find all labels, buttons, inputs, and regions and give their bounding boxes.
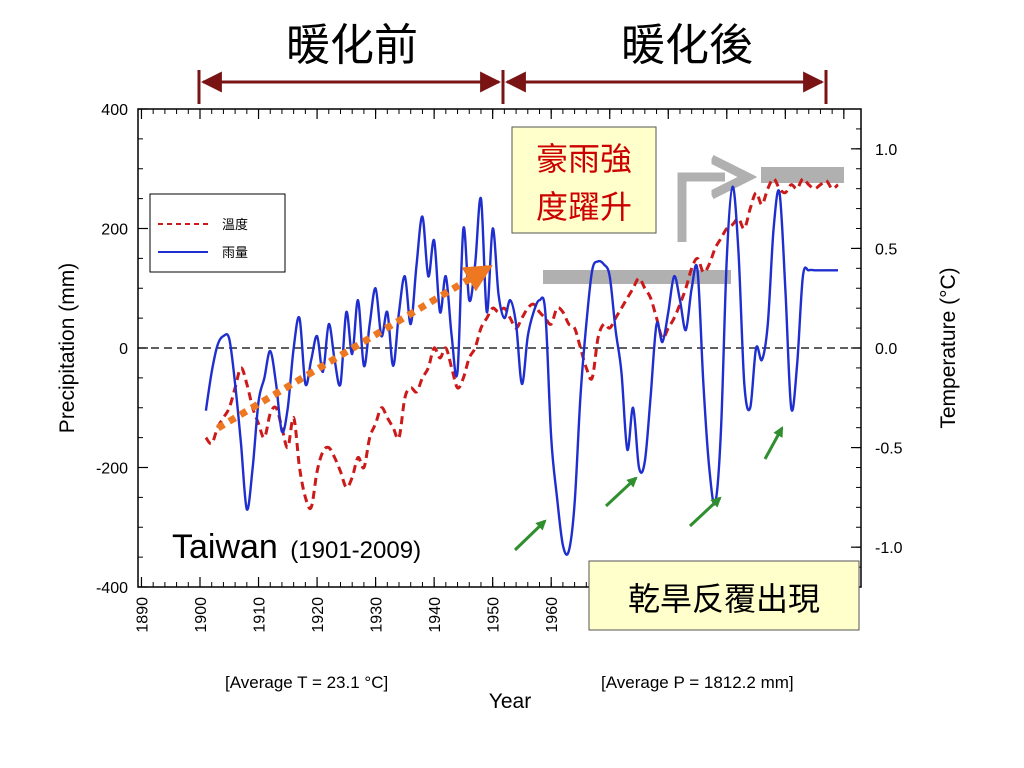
avg-temperature-note: [Average T = 23.1 °C] <box>225 673 388 692</box>
x-tick-label: 1930 <box>369 597 386 633</box>
period-brackets: 暖化前 暖化後 <box>197 20 828 104</box>
y-tick-label: -400 <box>96 580 128 597</box>
period-before-label: 暖化前 <box>286 20 418 71</box>
location-label: Taiwan (1901-2009) <box>172 528 421 566</box>
y-tick-label: 0 <box>119 341 128 358</box>
x-tick-label: 1890 <box>134 597 151 633</box>
grey-step-arrow <box>677 177 725 242</box>
location-period: (1901-2009) <box>290 537 421 564</box>
x-tick-label: 1960 <box>544 597 561 633</box>
callout-drought-text: 乾旱反覆出現 <box>628 580 820 618</box>
callout-heavy-rain-box <box>511 126 657 234</box>
grey-bar-high <box>761 167 844 183</box>
callout-heavy-rain-line1: 豪雨強 <box>536 140 632 178</box>
y2-tick-label: 0.0 <box>875 341 897 358</box>
x-tick-label: 1900 <box>193 597 210 633</box>
y-tick-label: -200 <box>96 461 128 478</box>
y2-tick-label: -0.5 <box>875 441 903 458</box>
green-arrow <box>763 426 784 460</box>
grey-level-marks <box>543 167 844 284</box>
location-name: Taiwan <box>172 528 278 566</box>
legend-label-precipitation: 雨量 <box>222 246 248 261</box>
y-axis-title: Precipitation (mm) <box>56 263 79 433</box>
series-line-precipitation <box>204 185 838 556</box>
y2-tick-label: 1.0 <box>875 142 897 159</box>
y2-axis-ticks: 1.0 0.5 0.0 -0.5 -1.0 <box>851 108 903 588</box>
callout-drought-box <box>588 560 860 631</box>
trend-arrow <box>216 264 493 432</box>
y2-axis-title-text: Temperature (°C) <box>937 267 960 428</box>
y2-axis-title: Temperature (°C) <box>937 267 960 428</box>
legend-box <box>149 193 286 273</box>
green-arrow <box>604 476 638 508</box>
green-arrow <box>513 519 547 552</box>
drought-arrows <box>513 426 784 552</box>
y-tick-label: 400 <box>101 102 128 119</box>
legend: 溫度 雨量 <box>149 193 286 273</box>
y-tick-label: 200 <box>101 222 128 239</box>
callout-heavy-rain-line2: 度躍升 <box>536 188 632 226</box>
series-line-temperature <box>204 177 839 510</box>
y-axis-ticks: 400 200 0 -200 -400 <box>96 102 148 597</box>
avg-precipitation-note: [Average P = 1812.2 mm] <box>601 673 794 692</box>
y2-tick-label: -1.0 <box>875 540 903 557</box>
legend-label-temperature: 溫度 <box>222 217 248 233</box>
callout-drought: 乾旱反覆出現 <box>588 560 860 631</box>
x-tick-label: 1910 <box>252 597 269 633</box>
x-axis-title: Year <box>489 690 531 713</box>
x-tick-label: 1950 <box>486 597 503 633</box>
callout-heavy-rain: 豪雨強 度躍升 <box>511 126 657 234</box>
x-tick-label: 1940 <box>427 597 444 633</box>
x-tick-label: 1920 <box>310 597 327 633</box>
period-after-label: 暖化後 <box>621 20 753 71</box>
y2-tick-label: 0.5 <box>875 241 897 258</box>
green-arrow <box>688 496 722 528</box>
